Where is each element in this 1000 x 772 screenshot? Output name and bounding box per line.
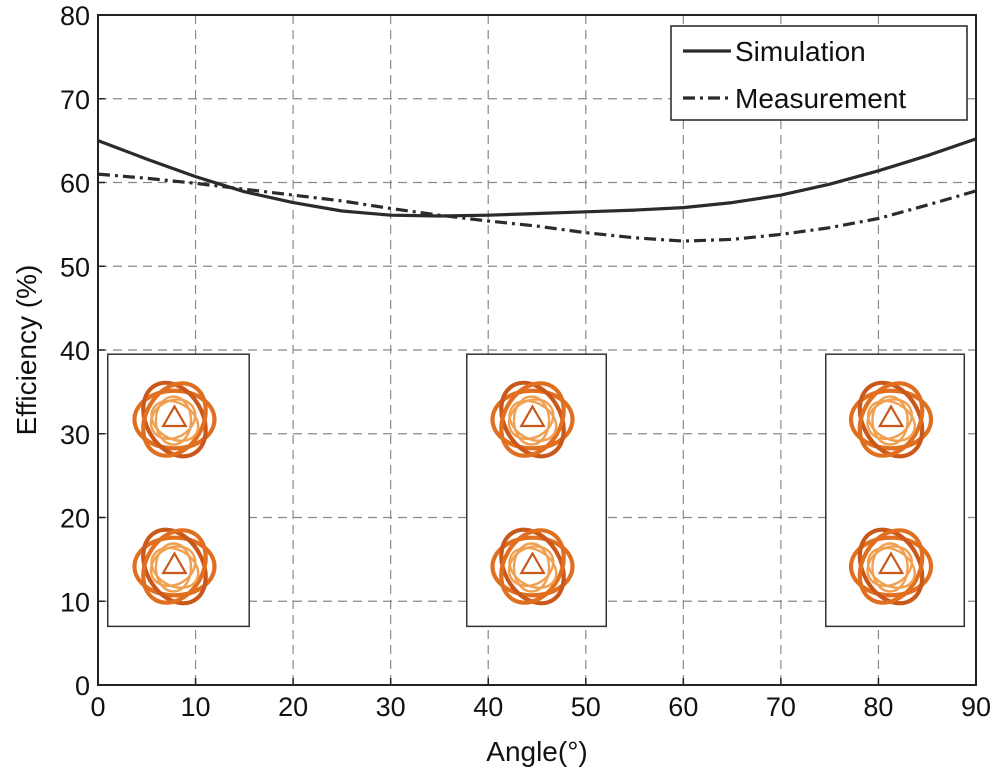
x-tick-label-70: 70 [766,692,796,722]
antenna-inner-ring [149,545,197,588]
antenna-ring [499,528,566,605]
antenna-ring [490,535,575,598]
legend-label-simulation: Simulation [735,36,866,67]
antenna-ring [499,380,566,459]
x-tick-label-80: 80 [863,692,893,722]
inset-frame [107,353,250,628]
antenna-inner-ring [154,542,193,593]
antenna-ring [857,380,925,459]
antenna-core [877,404,905,428]
y-tick-label-80: 80 [60,1,90,31]
inset-frame [466,353,608,628]
y-tick-label-60: 60 [60,169,90,199]
antenna-ring [499,381,566,458]
y-tick-labels: 0 10 20 30 40 50 60 70 80 [60,1,90,701]
antenna-ring [857,381,925,458]
y-tick-label-70: 70 [60,85,90,115]
antenna-core [519,404,546,428]
series-line-simulation [97,137,977,218]
antenna-inner-ring [149,398,197,441]
antenna-inner-ring [150,399,200,442]
antenna-ring [848,388,934,451]
antenna-inner-ring [866,398,913,441]
plot-frame [97,14,977,686]
y-tick-label-50: 50 [60,252,90,282]
antenna-ring [141,528,208,605]
y-tick-label-40: 40 [60,336,90,366]
antenna-inner-ring [154,395,193,446]
antenna-inner-ring [512,542,551,593]
y-tick-label-30: 30 [60,420,90,450]
antenna-core [161,404,188,428]
antenna-inner-ring [871,395,909,446]
y-tick-label-20: 20 [60,504,90,534]
antenna-ring [141,380,208,459]
y-axis-title: Efficiency (%) [11,265,42,436]
antenna-inner-ring [507,398,555,441]
antenna-inner-ring [150,546,200,589]
y-tick-label-0: 0 [75,671,90,701]
inset-images [107,353,966,628]
antenna-ring [848,535,934,598]
antenna-ring [132,388,217,451]
x-tick-labels: 0 10 20 30 40 50 60 70 80 90 [90,692,991,722]
antenna-ring [857,528,925,605]
antenna-inner-ring [508,399,558,442]
antenna-inner-ring [871,542,909,593]
antenna-core [519,551,546,575]
x-axis-title: Angle(°) [486,736,587,767]
y-tick-label-10: 10 [60,587,90,617]
legend: Simulation Measurement [670,25,968,121]
antenna-inner-ring [866,546,916,589]
legend-box [670,25,968,121]
x-tick-label-40: 40 [473,692,503,722]
antenna-ring [141,381,208,458]
antenna-pair-at-0deg [107,353,250,628]
x-tick-label-90: 90 [961,692,991,722]
x-tick-label-20: 20 [278,692,308,722]
antenna-inner-ring [866,545,913,588]
x-tick-label-60: 60 [668,692,698,722]
antenna-inner-ring [866,399,916,442]
antenna-inner-ring [507,545,555,588]
antenna-ring [141,527,208,606]
antenna-pair-at-90deg [825,353,966,628]
antenna-inner-ring [508,546,558,589]
antenna-ring [857,527,925,606]
x-tick-label-10: 10 [181,692,211,722]
x-tick-label-0: 0 [90,692,105,722]
inset-frame [825,353,966,628]
antenna-core [877,551,905,575]
antenna-ring [499,527,566,606]
antenna-inner-ring [512,395,551,446]
x-tick-label-30: 30 [376,692,406,722]
antenna-ring [490,388,575,451]
antenna-pair-at-45deg [466,353,608,628]
antenna-ring [132,535,217,598]
series-line-measurement [97,172,977,243]
series-lines [97,137,977,243]
legend-label-measurement: Measurement [735,83,906,114]
antenna-core [161,551,188,575]
x-tick-label-50: 50 [571,692,601,722]
